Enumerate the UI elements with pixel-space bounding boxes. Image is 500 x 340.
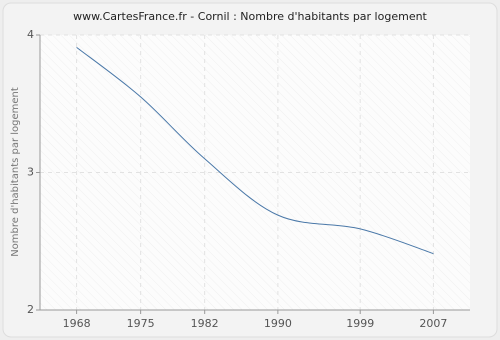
y-tick-label: 3: [27, 166, 34, 179]
y-tick-label: 2: [27, 303, 34, 316]
plot-area: [40, 35, 470, 310]
y-tick-label: 4: [27, 28, 34, 41]
x-tick-label: 1982: [191, 317, 219, 330]
x-tick-label: 2007: [419, 317, 447, 330]
y-axis-label: Nombre d'habitants par logement: [10, 87, 21, 257]
x-tick-label: 1968: [63, 317, 91, 330]
chart-title: www.CartesFrance.fr - Cornil : Nombre d'…: [73, 10, 427, 23]
x-tick-label: 1999: [346, 317, 374, 330]
x-tick-label: 1975: [127, 317, 155, 330]
data-line: [76, 46, 434, 255]
x-tick-label: 1990: [264, 317, 292, 330]
